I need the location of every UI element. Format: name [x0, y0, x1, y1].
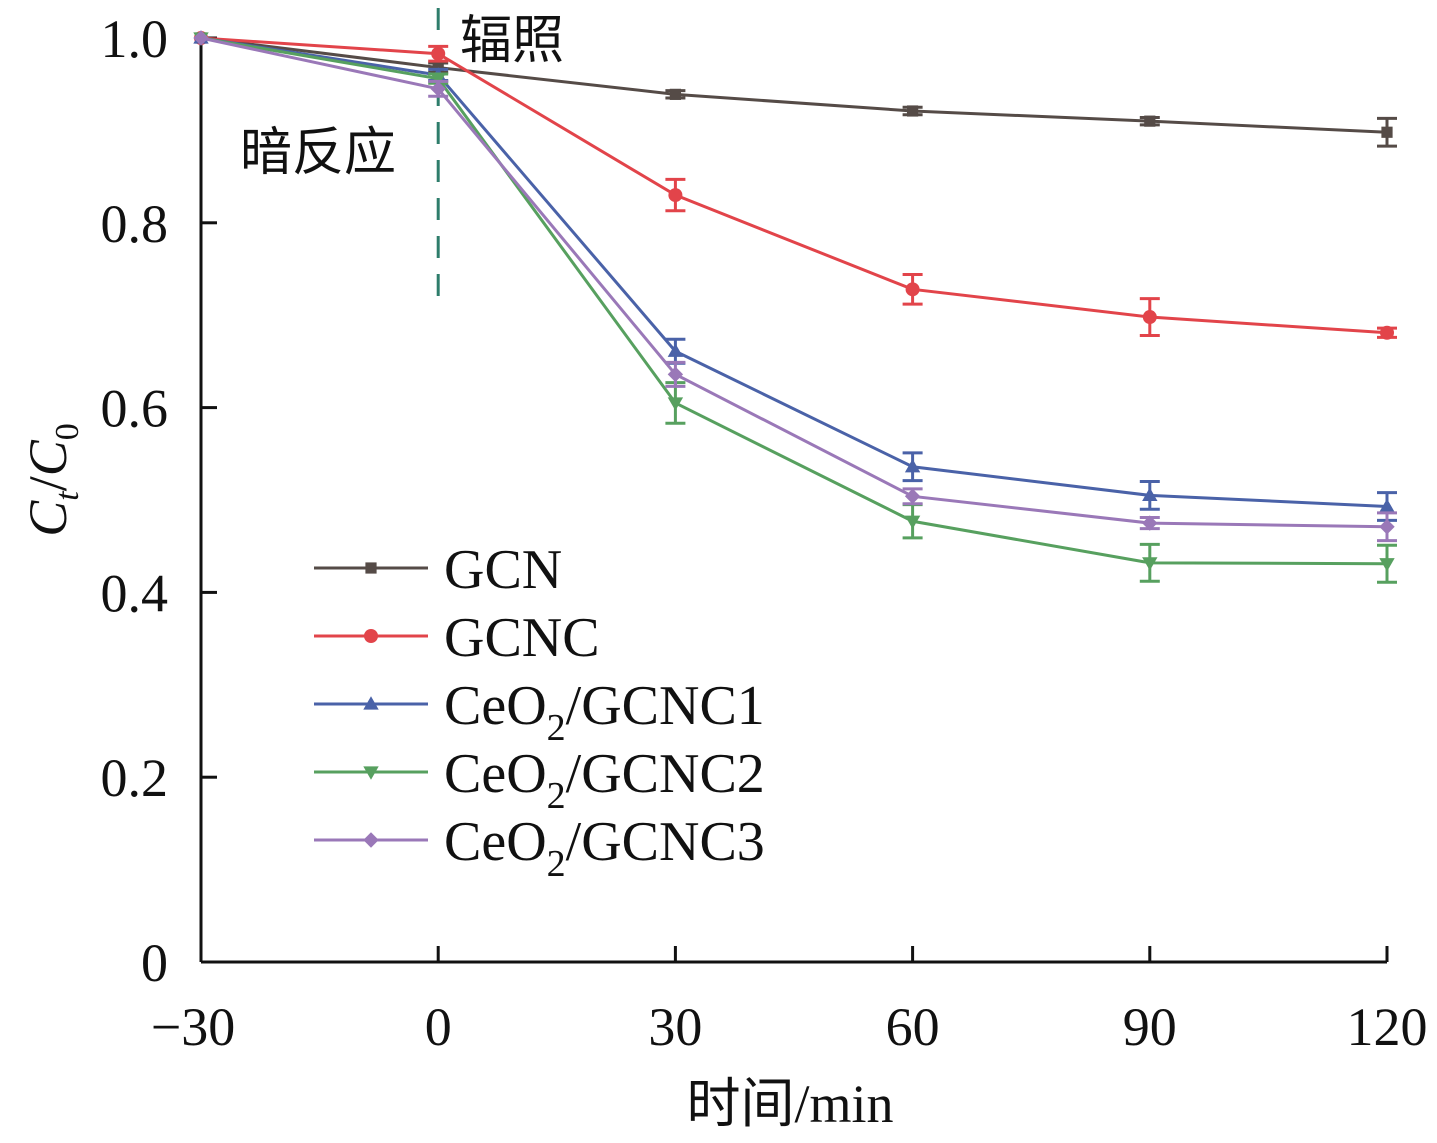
legend-label-subscript: 2 [547, 843, 566, 885]
legend-marker [363, 832, 379, 848]
series-ceo2-gcnc3 [193, 30, 1397, 543]
series-ceo2-gcnc2 [193, 32, 1397, 584]
y-tick-label: 0.2 [101, 748, 169, 808]
data-point [1142, 310, 1157, 325]
legend-item: GCNC [314, 607, 600, 669]
legend-marker [365, 562, 377, 574]
y-axis-title-sub-t: t [49, 490, 86, 501]
data-point [1380, 325, 1394, 340]
data-point [904, 488, 921, 505]
data-point [1142, 515, 1158, 531]
y-axis-title-c: C [18, 500, 78, 537]
data-point [1379, 519, 1395, 535]
legend-marker [363, 696, 379, 710]
data-point [668, 188, 683, 203]
legend-label-rest: /GCNC2 [566, 743, 765, 805]
data-point [1379, 498, 1395, 513]
legend-label-main: GCNC [444, 607, 600, 669]
y-axis-title: Ct/C0 [18, 423, 86, 537]
x-tick-label: 120 [1347, 997, 1428, 1057]
series-line [200, 36, 1388, 529]
legend-item: GCN [314, 539, 562, 601]
x-tick-label: 60 [886, 997, 940, 1057]
series-line [200, 36, 1388, 335]
legend-label-rest: /GCNC1 [566, 675, 765, 737]
data-point [905, 282, 920, 297]
x-tick-label: 90 [1123, 997, 1177, 1057]
x-tick-label: 30 [648, 997, 702, 1057]
y-tick-label: 0.8 [101, 194, 169, 254]
data-point [1142, 487, 1158, 501]
legend-label: CeO2/GCNC3 [444, 811, 765, 885]
data-point [904, 515, 921, 529]
legend-label: GCNC [444, 607, 600, 669]
legend-label-main: CeO [444, 811, 547, 873]
y-tick-label: 0.4 [101, 563, 169, 623]
legend-label: CeO2/GCNC1 [444, 675, 765, 749]
y-axis-title-c0: C [18, 439, 78, 476]
y-axis-title-slash: / [18, 476, 78, 491]
annotation-layer: 辐照 暗反应 [240, 8, 564, 310]
legend-label-subscript: 2 [547, 775, 566, 817]
series-gcnc [194, 31, 1397, 340]
series-ceo2-gcnc1 [193, 30, 1397, 522]
legend-label: CeO2/GCNC2 [444, 743, 765, 817]
data-point [904, 459, 921, 473]
legend-marker [364, 629, 378, 643]
series-line [200, 36, 1388, 508]
annotation-dark-reaction: 暗反应 [240, 123, 396, 183]
legend-item: CeO2/GCNC3 [314, 811, 765, 885]
legend-label-main: CeO [444, 675, 547, 737]
data-point [667, 366, 684, 383]
data-point [430, 81, 446, 97]
x-axis-title: 时间/min [686, 1074, 893, 1134]
legend-label-main: CeO [444, 743, 547, 805]
y-tick-label: 1.0 [101, 9, 169, 69]
data-point [1144, 115, 1156, 127]
data-point [1379, 558, 1395, 572]
data-point [431, 46, 446, 61]
annotation-irradiation: 辐照 [460, 11, 564, 71]
data-point [907, 105, 919, 117]
data-point [1142, 557, 1158, 571]
y-tick-label: 0 [141, 933, 168, 993]
x-tick-label: −30 [151, 997, 235, 1057]
data-point [667, 397, 684, 411]
series-line [200, 36, 1388, 566]
legend-item: CeO2/GCNC1 [314, 675, 765, 749]
data-point [669, 88, 681, 100]
x-tick-label: 0 [425, 997, 452, 1057]
series-line [200, 36, 1388, 134]
data-point [430, 73, 446, 87]
legend-marker [363, 766, 379, 780]
legend-item: CeO2/GCNC2 [314, 743, 765, 817]
data-point [193, 30, 209, 46]
legend-label-rest: /GCNC3 [566, 811, 765, 873]
data-point [667, 343, 684, 357]
series-layer [193, 30, 1397, 584]
y-axis-title-sub-0: 0 [49, 423, 86, 440]
legend-label-main: GCN [444, 539, 562, 601]
legend-label: GCN [444, 539, 562, 601]
data-point [1381, 126, 1393, 138]
y-tick-label: 0.6 [101, 379, 169, 439]
legend-label-subscript: 2 [547, 707, 566, 749]
